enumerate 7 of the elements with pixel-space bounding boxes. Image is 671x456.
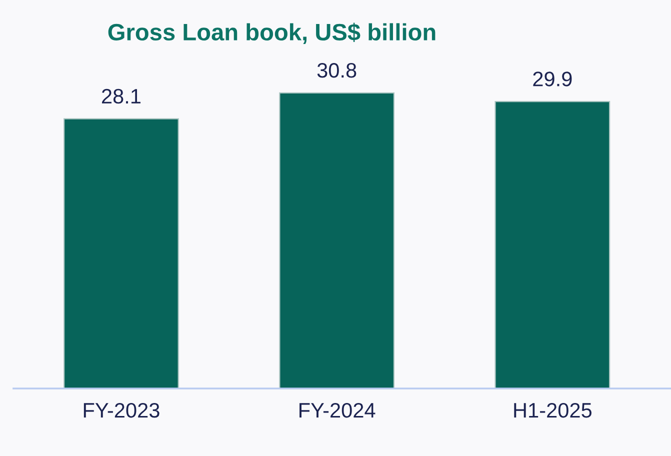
data-label: 29.9: [533, 72, 572, 86]
chart-title: Gross Loan book, US$ billion: [108, 22, 436, 44]
x-tick-label: FY-2023: [84, 402, 160, 418]
x-tick-label: H1-2025: [514, 402, 592, 418]
data-label: 30.8: [317, 62, 356, 78]
data-label: 28.1: [102, 88, 140, 104]
x-tick-label: FY-2024: [300, 402, 376, 418]
